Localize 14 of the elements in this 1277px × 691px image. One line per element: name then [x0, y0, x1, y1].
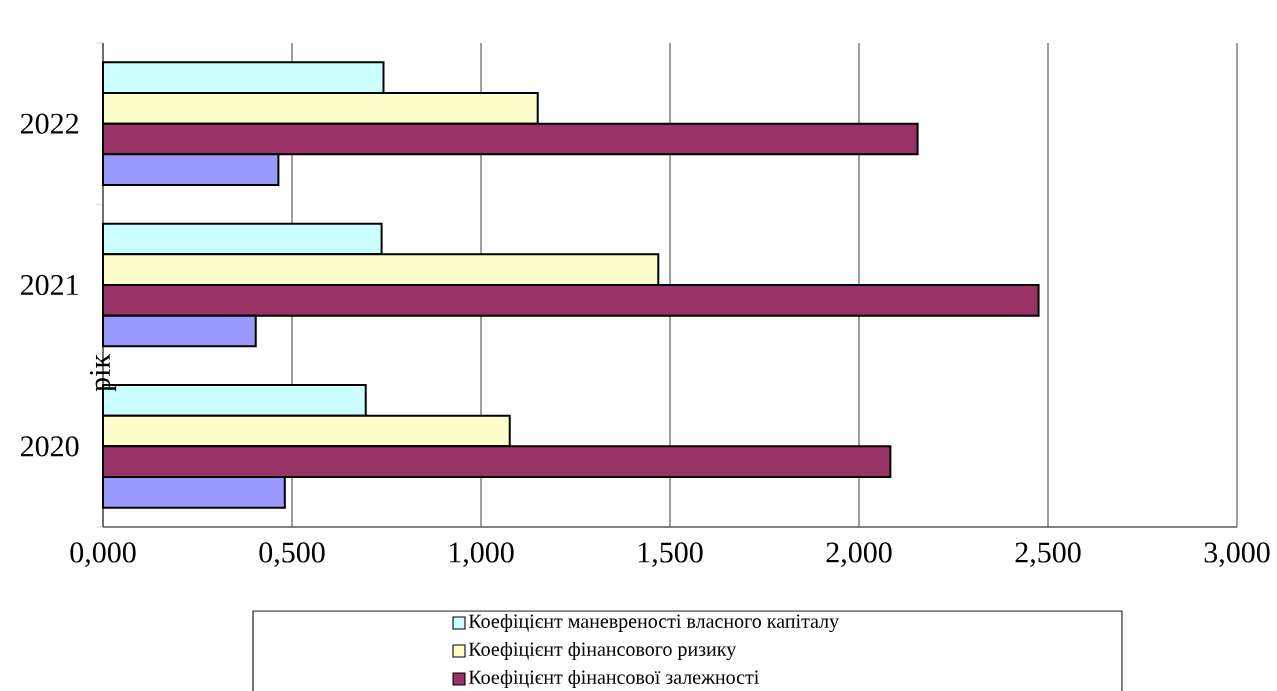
- y-tick-label: 2021: [20, 274, 78, 296]
- y-tick-label: 2022: [20, 113, 78, 134]
- x-tick-label: 0,000: [70, 542, 136, 567]
- x-tick-label: 2,000: [826, 542, 892, 567]
- legend-label: Коефіцієнт фінансової залежності: [468, 669, 759, 689]
- legend-label: Коефіцієнт фінансового ризику: [468, 641, 737, 661]
- x-tick-label: 2,500: [1015, 542, 1081, 567]
- x-tick-label: 3,000: [1204, 542, 1270, 567]
- legend-label: Коефіцієнт маневреності власного капіталу: [468, 613, 839, 633]
- x-tick-label: 1,500: [638, 542, 703, 567]
- y-axis-title: рік: [89, 353, 117, 392]
- y-tick-label: 2020: [20, 436, 79, 457]
- x-tick-label: 0,500: [259, 542, 325, 567]
- x-tick-label: 1,000: [449, 542, 514, 567]
